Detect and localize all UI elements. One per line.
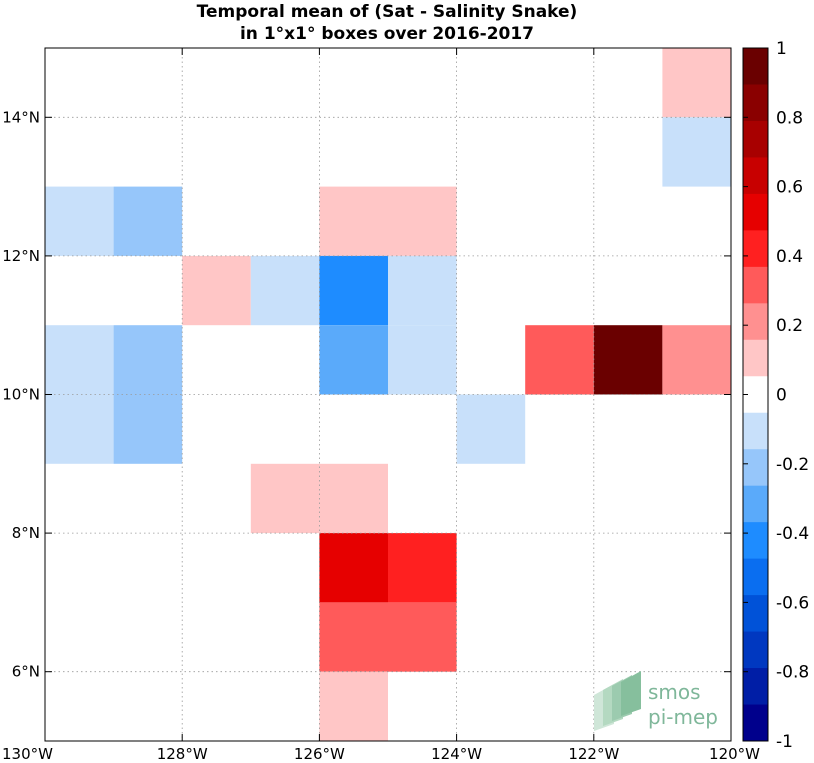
colorbar <box>743 48 768 742</box>
heatmap-cell <box>388 602 457 672</box>
heatmap-cell <box>250 255 320 326</box>
heatmap-cell <box>319 186 388 256</box>
heatmap-cells <box>45 48 731 741</box>
colorbar-band <box>743 120 768 158</box>
heatmap-cell <box>319 602 388 672</box>
colorbar-band <box>743 522 768 560</box>
colorbar-band <box>743 157 768 195</box>
colorbar-band <box>743 704 768 742</box>
y-tick-label: 6°N <box>12 663 40 681</box>
colorbar-tick-label: 0 <box>776 386 787 406</box>
colorbar-band <box>743 668 768 706</box>
chart-title-line2: in 1°x1° boxes over 2016-2017 <box>240 24 534 44</box>
colorbar-band <box>743 595 768 633</box>
colorbar-tick-label: -0.2 <box>776 455 809 475</box>
heatmap-cell <box>593 325 663 395</box>
logo-layers-icon <box>594 671 641 731</box>
x-tick-label: 120°W <box>709 745 760 763</box>
heatmap-cell <box>45 325 114 395</box>
heatmap-cell <box>319 325 388 395</box>
heatmap-cell <box>319 533 388 603</box>
heatmap-cell <box>388 186 457 256</box>
colorbar-band <box>743 631 768 669</box>
colorbar-tick-label: -0.8 <box>776 663 809 683</box>
heatmap-cell <box>45 394 114 464</box>
heatmap-cell <box>388 325 457 395</box>
logo-text-line1: smos <box>648 680 701 704</box>
heatmap-cell <box>113 186 183 256</box>
x-tick-label: 130°W <box>2 745 53 763</box>
colorbar-tick-label: 0.4 <box>776 247 803 267</box>
heatmap-cell <box>182 255 251 326</box>
colorbar-band <box>743 449 768 487</box>
colorbar-labels: 1 0.8 0.6 0.4 0.2 0 -0.2 -0.4 -0.6 -0.8 -1 <box>743 39 809 752</box>
colorbar-tick-label: -0.4 <box>776 524 809 544</box>
x-tick-label: 128°W <box>157 745 208 763</box>
heatmap-cell <box>113 325 183 395</box>
axis-ticks <box>44 48 732 741</box>
heatmap-cell <box>662 325 731 395</box>
x-tick-label: 126°W <box>294 745 345 763</box>
colorbar-band <box>743 193 768 231</box>
heatmap-cell <box>250 463 320 534</box>
heatmap-cell <box>662 48 731 118</box>
heatmap-cell <box>319 671 388 741</box>
heatmap-cell <box>113 394 183 464</box>
heatmap-cell <box>456 394 526 464</box>
chart-title: Temporal mean of (Sat - Salinity Snake) … <box>197 2 578 44</box>
y-tick-label: 14°N <box>2 108 40 126</box>
colorbar-band <box>743 48 768 85</box>
colorbar-band <box>743 339 768 377</box>
heatmap-cell <box>525 325 594 395</box>
colorbar-band <box>743 303 768 341</box>
colorbar-band <box>743 485 768 523</box>
smos-pimep-logo: smos pi-mep <box>594 671 718 731</box>
y-tick-label: 10°N <box>2 386 40 404</box>
colorbar-tick-label: 0.8 <box>776 108 803 128</box>
colorbar-band <box>743 558 768 596</box>
y-tick-label: 8°N <box>12 524 40 542</box>
colorbar-band <box>743 230 768 268</box>
colorbar-tick-label: 1 <box>776 39 787 59</box>
heatmap-cell <box>388 533 457 603</box>
heatmap-cell <box>388 255 457 326</box>
logo-text-line2: pi-mep <box>648 705 718 729</box>
colorbar-band <box>743 266 768 304</box>
heatmap-cell <box>319 255 388 326</box>
heatmap-cell <box>45 186 114 256</box>
colorbar-tick-label: 0.6 <box>776 178 803 198</box>
y-axis-tick-labels: 6°N 8°N 10°N 12°N 14°N <box>2 108 40 680</box>
x-tick-label: 124°W <box>431 745 482 763</box>
chart-title-line1: Temporal mean of (Sat - Salinity Snake) <box>197 2 578 22</box>
colorbar-tick-label: 0.2 <box>776 316 803 336</box>
colorbar-band <box>743 84 768 122</box>
colorbar-tick-label: -1 <box>776 732 793 752</box>
colorbar-tick-label: -0.6 <box>776 593 809 613</box>
heatmap-cell <box>662 117 731 187</box>
x-axis-tick-labels: 130°W 128°W 126°W 124°W 122°W 120°W <box>2 745 760 763</box>
heatmap-cell <box>319 463 388 534</box>
x-tick-label: 122°W <box>568 745 619 763</box>
y-tick-label: 12°N <box>2 247 40 265</box>
colorbar-band <box>743 412 768 450</box>
